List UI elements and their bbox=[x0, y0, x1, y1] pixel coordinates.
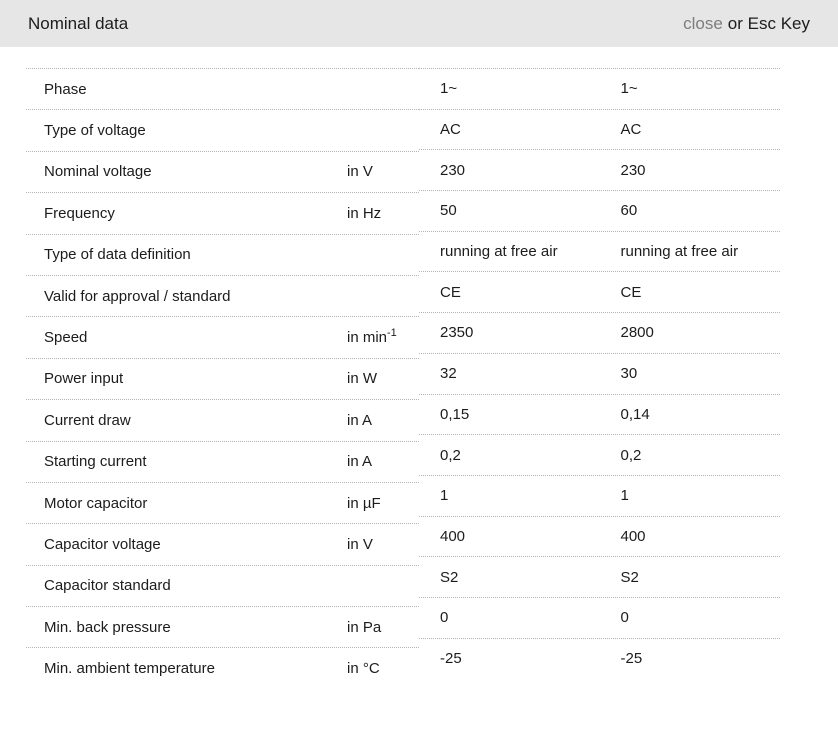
table-row-values: 1~ 1~ bbox=[419, 68, 780, 109]
row-value-1: S2 bbox=[440, 568, 459, 586]
row-value-2: S2 bbox=[620, 568, 639, 586]
close-button[interactable]: close bbox=[683, 13, 723, 33]
table-row-values: 400 400 bbox=[419, 515, 780, 557]
row-unit: in V bbox=[347, 163, 373, 181]
row-value-1: 0,15 bbox=[440, 405, 470, 423]
row-value-2: 60 bbox=[620, 202, 638, 220]
row-value-2: 30 bbox=[620, 365, 638, 383]
table-row: Current draw in A bbox=[26, 399, 419, 440]
modal-header: Nominal data close or Esc Key bbox=[0, 0, 838, 47]
row-value-1: 1~ bbox=[440, 80, 458, 98]
row-value-1: running at free air bbox=[440, 243, 558, 261]
row-value-2: 1~ bbox=[620, 80, 638, 98]
table-row-values: 32 30 bbox=[419, 352, 780, 394]
row-label: Motor capacitor bbox=[44, 494, 148, 512]
row-label: Valid for approval / standard bbox=[44, 287, 231, 305]
table-row: Capacitor standard bbox=[26, 564, 419, 606]
table-row: Speed in min-1 bbox=[26, 316, 419, 357]
row-label: Nominal voltage bbox=[44, 163, 152, 181]
table-row: Capacitor voltage in V bbox=[26, 523, 419, 564]
row-value-2: -25 bbox=[620, 649, 643, 667]
row-label: Min. back pressure bbox=[44, 618, 171, 636]
table-row-values: running at free air running at free air bbox=[419, 230, 780, 272]
table-row: Nominal voltage in V bbox=[26, 150, 419, 192]
values-column: 1~ 1~ AC AC 230 230 50 60 running at fre… bbox=[419, 68, 780, 678]
table-row: Starting current in A bbox=[26, 440, 419, 482]
row-label: Phase bbox=[44, 80, 87, 98]
row-unit: in A bbox=[347, 453, 373, 471]
row-label: Type of data definition bbox=[44, 246, 191, 264]
close-area: close or Esc Key bbox=[683, 14, 810, 34]
table-row: Type of voltage bbox=[26, 109, 419, 150]
unit-superscript: -1 bbox=[387, 327, 397, 340]
row-value-2: 0,14 bbox=[620, 405, 650, 423]
row-value-1: 50 bbox=[440, 202, 457, 220]
table-row-values: 2350 2800 bbox=[419, 312, 780, 353]
row-value-1: 2350 bbox=[440, 324, 474, 342]
row-value-1: -25 bbox=[440, 649, 462, 667]
row-value-2: 1 bbox=[620, 487, 629, 505]
row-value-1: CE bbox=[440, 283, 461, 301]
row-label: Starting current bbox=[44, 453, 147, 471]
row-label: Capacitor voltage bbox=[44, 535, 161, 553]
table-row-values: CE CE bbox=[419, 271, 780, 312]
row-value-1: 230 bbox=[440, 161, 466, 179]
row-label: Power input bbox=[44, 370, 124, 388]
table-row-values: S2 S2 bbox=[419, 556, 780, 597]
row-value-1: 1 bbox=[440, 487, 449, 505]
row-value-1: 0 bbox=[440, 609, 449, 627]
table-row: Power input in W bbox=[26, 357, 419, 399]
row-value-1: 0,2 bbox=[440, 446, 461, 464]
table-row-values: 0,15 0,14 bbox=[419, 393, 780, 435]
table-row: Type of data definition bbox=[26, 233, 419, 275]
labels-column: Phase Type of voltage Nominal voltage in… bbox=[26, 68, 419, 689]
row-value-2: 0 bbox=[620, 609, 629, 627]
row-value-1: 32 bbox=[440, 365, 457, 383]
row-label: Current draw bbox=[44, 411, 131, 429]
row-label: Frequency bbox=[44, 204, 115, 222]
table-row-values: -25 -25 bbox=[419, 637, 780, 679]
row-label: Min. ambient temperature bbox=[44, 660, 215, 678]
row-label: Speed bbox=[44, 329, 88, 347]
table-row-values: 1 1 bbox=[419, 474, 780, 516]
row-value-2: AC bbox=[620, 121, 642, 139]
table-row-values: 0 0 bbox=[419, 596, 780, 638]
row-unit: in Pa bbox=[347, 618, 382, 636]
row-value-2: running at free air bbox=[620, 243, 739, 261]
row-unit: in Hz bbox=[347, 204, 382, 222]
table-row: Valid for approval / standard bbox=[26, 274, 419, 316]
row-value-2: 2800 bbox=[620, 324, 654, 342]
table-row: Frequency in Hz bbox=[26, 192, 419, 233]
row-unit: in V bbox=[347, 535, 373, 553]
row-unit: in °C bbox=[347, 660, 380, 678]
row-label: Capacitor standard bbox=[44, 577, 171, 595]
table-row-values: 230 230 bbox=[419, 149, 780, 190]
row-value-2: 0,2 bbox=[620, 446, 642, 464]
page-title: Nominal data bbox=[28, 13, 129, 33]
close-esc-hint: or Esc Key bbox=[727, 13, 810, 33]
row-value-2: CE bbox=[620, 283, 642, 301]
nominal-data-table: Phase Type of voltage Nominal voltage in… bbox=[26, 68, 780, 689]
row-value-2: 230 bbox=[620, 161, 646, 179]
table-row: Min. back pressure in Pa bbox=[26, 606, 419, 647]
table-row: Phase bbox=[26, 68, 419, 109]
row-unit: in W bbox=[347, 370, 377, 388]
row-unit: in min-1 bbox=[347, 327, 397, 347]
row-unit: in A bbox=[347, 411, 373, 429]
table-row: Motor capacitor in µF bbox=[26, 481, 419, 523]
row-label: Type of voltage bbox=[44, 122, 146, 140]
table-row: Min. ambient temperature in °C bbox=[26, 647, 419, 688]
row-value-1: 400 bbox=[440, 527, 466, 545]
table-row-values: 0,2 0,2 bbox=[419, 434, 780, 475]
table-row-values: AC AC bbox=[419, 108, 780, 150]
row-unit: in µF bbox=[347, 494, 381, 512]
row-value-2: 400 bbox=[620, 527, 646, 545]
row-value-1: AC bbox=[440, 121, 461, 139]
table-row-values: 50 60 bbox=[419, 190, 780, 231]
